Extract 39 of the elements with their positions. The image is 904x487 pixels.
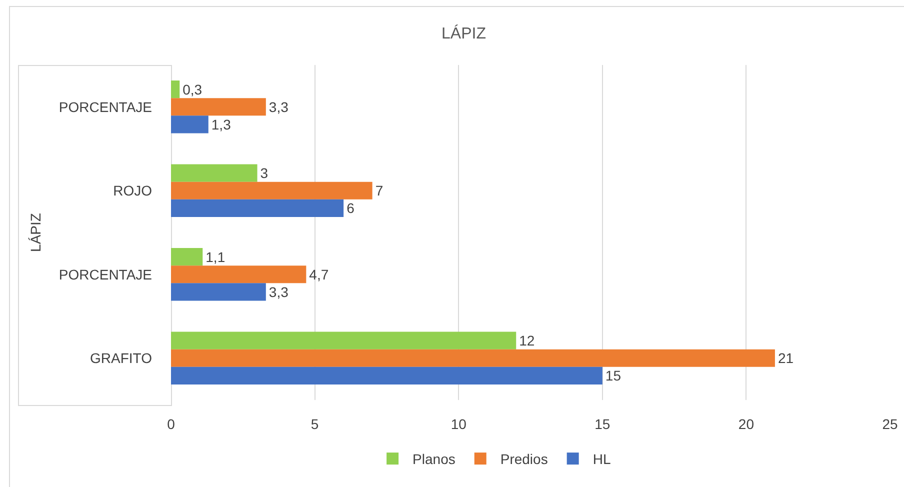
- data-label: 15: [605, 368, 622, 384]
- data-label: 1,1: [206, 248, 226, 265]
- bar: [171, 98, 266, 116]
- y-axis-title: LÁPIZ: [28, 212, 44, 252]
- y-tick-label: GRAFITO: [90, 350, 152, 366]
- data-label: 3,3: [268, 98, 289, 115]
- bar: [171, 199, 344, 218]
- data-label: 12: [519, 332, 535, 349]
- x-tick-label: 10: [450, 416, 467, 432]
- bar: [171, 349, 775, 367]
- x-tick-label: 25: [882, 416, 898, 432]
- data-label: 7: [375, 182, 384, 199]
- y-tick-label: PORCENTAJE: [58, 266, 152, 282]
- x-tick-label: 0: [167, 416, 176, 432]
- bar: [171, 248, 203, 266]
- y-tick-label: ROJO: [113, 182, 152, 199]
- legend-label: Predios: [500, 451, 548, 468]
- x-tick-label: 5: [310, 416, 319, 432]
- bar: [171, 116, 208, 134]
- y-tick-label: PORCENTAJE: [58, 98, 152, 115]
- bar: [171, 164, 258, 182]
- bar: [171, 182, 372, 200]
- data-label: 4,7: [309, 266, 329, 282]
- bar: [171, 366, 602, 385]
- legend-label: HL: [592, 451, 611, 468]
- data-label: 0,3: [182, 81, 202, 98]
- bar: [171, 283, 266, 301]
- data-label: 3,3: [268, 284, 289, 300]
- data-label: 3: [260, 165, 268, 182]
- x-tick-label: 15: [594, 416, 610, 432]
- legend-label: Planos: [412, 451, 456, 468]
- bar: [171, 80, 180, 98]
- bar: [171, 266, 306, 284]
- x-tick-label: 20: [738, 416, 754, 432]
- data-label: 1,3: [211, 116, 232, 132]
- data-label: 21: [778, 350, 794, 366]
- bar: [171, 332, 516, 350]
- data-label: 6: [346, 200, 355, 216]
- chart-title: LÁPIZ: [442, 24, 486, 43]
